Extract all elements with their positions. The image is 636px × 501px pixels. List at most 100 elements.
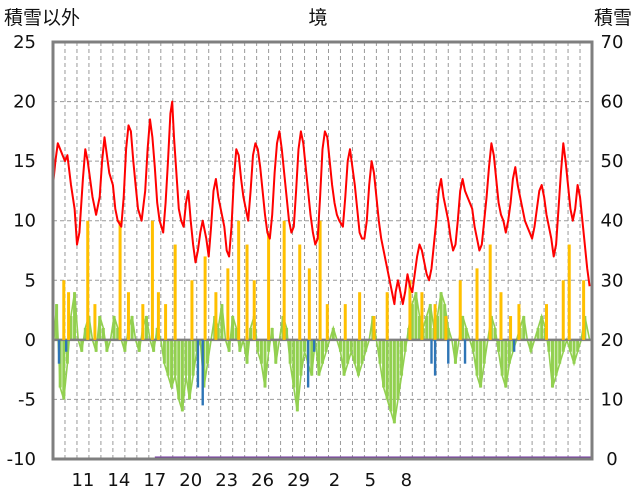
green-bar [572, 339, 576, 364]
green-bar [446, 327, 450, 340]
green-bar [245, 339, 249, 364]
green-bar [356, 339, 360, 376]
green-bar [188, 339, 192, 400]
green-bar [360, 339, 364, 364]
blue-bar [201, 339, 204, 406]
green-bar [101, 327, 105, 340]
orange-bar [67, 292, 71, 340]
orange-bar [561, 280, 565, 340]
green-bar [267, 339, 271, 352]
green-bar [338, 339, 342, 352]
green-bar [206, 339, 210, 364]
blue-bar [430, 339, 433, 364]
blue-bar [57, 339, 61, 364]
green-bar [418, 316, 422, 340]
green-bar [342, 339, 346, 376]
orange-bar [93, 304, 97, 340]
green-bar [482, 339, 486, 364]
orange-bar [509, 316, 513, 340]
left-tick-label: 20 [13, 92, 36, 113]
orange-bar [582, 280, 586, 340]
orange-bar [190, 280, 194, 340]
green-bar [568, 339, 572, 352]
green-series-layer [51, 291, 592, 424]
green-bar [493, 327, 497, 340]
green-bar [234, 327, 238, 340]
green-bar [382, 339, 386, 388]
green-bar [576, 339, 580, 352]
right-tick-label: 0 [606, 449, 617, 470]
blue-bar [306, 339, 310, 388]
orange-bar [307, 268, 311, 340]
green-bar [410, 304, 414, 340]
grid-lines [53, 42, 592, 459]
orange-bar [203, 256, 207, 340]
right-tick-label: 40 [601, 211, 624, 232]
green-bar [479, 339, 483, 388]
orange-bar [499, 292, 503, 340]
blue-bar [64, 339, 68, 352]
green-bar [529, 339, 533, 352]
orange-bar [298, 244, 302, 340]
green-bar [471, 339, 475, 352]
x-tick-label: 5 [365, 470, 376, 491]
green-bar [331, 327, 335, 340]
green-bar [392, 339, 396, 424]
green-bar [321, 339, 324, 364]
green-bar [389, 339, 393, 412]
orange-bar [433, 304, 437, 340]
orange-bar [318, 220, 322, 340]
green-bar [299, 339, 303, 376]
green-bar [507, 339, 511, 364]
green-bar [317, 339, 321, 376]
green-bar [303, 339, 307, 352]
left-tick-label: 25 [13, 32, 36, 53]
green-bar [536, 327, 540, 340]
green-bar [364, 339, 368, 352]
green-bar [346, 339, 350, 364]
orange-bars-layer [62, 220, 586, 340]
left-axis-ticks: 25 20 15 10 5 0 -5 -10 [7, 32, 36, 470]
green-bar [522, 316, 526, 340]
green-bar [464, 327, 468, 340]
green-bar [98, 316, 102, 340]
orange-bar [372, 316, 376, 340]
green-bar [137, 339, 141, 352]
right-tick-label: 50 [601, 151, 624, 172]
green-bar [83, 327, 87, 340]
green-bar [191, 339, 195, 376]
green-bar [353, 339, 357, 364]
orange-bar [86, 220, 90, 340]
green-bar [216, 327, 220, 340]
left-tick-label: -5 [18, 389, 36, 410]
orange-bar [544, 304, 548, 340]
green-bar [540, 316, 544, 340]
green-bar [396, 339, 400, 400]
green-bar [292, 339, 296, 388]
green-bar [497, 339, 501, 352]
orange-bar [420, 292, 424, 340]
right-tick-label: 60 [601, 92, 624, 113]
x-tick-label: 20 [179, 470, 202, 491]
green-bar [274, 339, 278, 364]
green-bar [428, 304, 432, 340]
green-bar [173, 339, 177, 376]
x-tick-label: 29 [287, 470, 310, 491]
green-bar [378, 339, 382, 364]
green-bar [547, 339, 551, 352]
orange-bar [156, 292, 160, 340]
green-bar [162, 339, 166, 364]
green-bar [238, 339, 242, 352]
plot-border [51, 40, 594, 461]
blue-bar [512, 339, 516, 352]
green-bar [554, 339, 558, 376]
orange-bar [282, 220, 286, 340]
right-tick-label: 20 [601, 330, 624, 351]
left-tick-label: 0 [25, 330, 36, 351]
orange-bar [226, 268, 230, 340]
green-bar [435, 316, 439, 340]
x-tick-label: 23 [215, 470, 238, 491]
orange-bar [252, 280, 256, 340]
orange-bar [214, 292, 218, 340]
blue-bars-layer [57, 339, 516, 406]
